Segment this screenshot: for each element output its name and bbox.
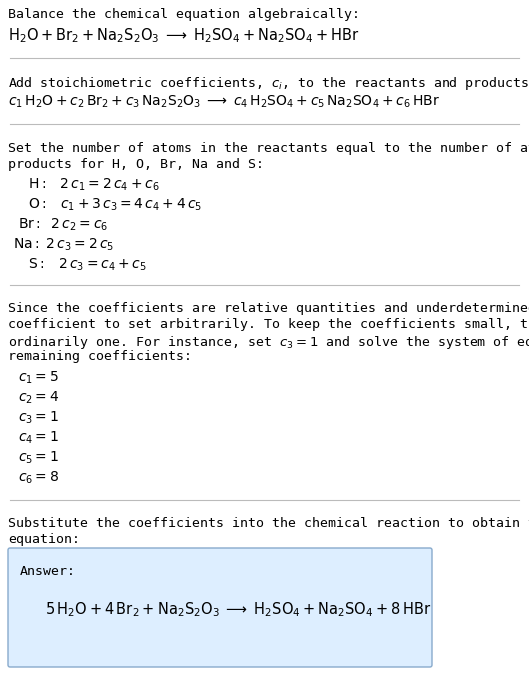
Text: $c_2 = 4$: $c_2 = 4$ <box>18 390 59 407</box>
Text: $\mathrm{O}\mathrm{:}\;\;\; c_1 + 3\,c_3 = 4\,c_4 + 4\,c_5$: $\mathrm{O}\mathrm{:}\;\;\; c_1 + 3\,c_3… <box>28 197 202 214</box>
Text: coefficient to set arbitrarily. To keep the coefficients small, the arbitrary va: coefficient to set arbitrarily. To keep … <box>8 318 529 331</box>
Text: $\mathrm{H_2O + Br_2 + Na_2S_2O_3 \;\longrightarrow\; H_2SO_4 + Na_2SO_4 + HBr}$: $\mathrm{H_2O + Br_2 + Na_2S_2O_3 \;\lon… <box>8 26 359 45</box>
Text: $c_5 = 1$: $c_5 = 1$ <box>18 450 59 466</box>
Text: $\mathrm{Br}\mathrm{:}\;\; 2\,c_2 = c_6$: $\mathrm{Br}\mathrm{:}\;\; 2\,c_2 = c_6$ <box>18 217 108 234</box>
Text: Set the number of atoms in the reactants equal to the number of atoms in the: Set the number of atoms in the reactants… <box>8 142 529 155</box>
Text: Answer:: Answer: <box>20 565 76 578</box>
Text: $c_6 = 8$: $c_6 = 8$ <box>18 470 59 486</box>
Text: $c_3 = 1$: $c_3 = 1$ <box>18 410 59 427</box>
Text: remaining coefficients:: remaining coefficients: <box>8 350 192 363</box>
Text: $c_1 = 5$: $c_1 = 5$ <box>18 370 59 386</box>
Text: ordinarily one. For instance, set $c_3 = 1$ and solve the system of equations fo: ordinarily one. For instance, set $c_3 =… <box>8 334 529 351</box>
FancyBboxPatch shape <box>8 548 432 667</box>
Text: $\mathrm{S}\mathrm{:}\;\;\; 2\,c_3 = c_4 + c_5$: $\mathrm{S}\mathrm{:}\;\;\; 2\,c_3 = c_4… <box>28 257 147 273</box>
Text: equation:: equation: <box>8 533 80 546</box>
Text: $c_1\,\mathrm{H_2O} + c_2\,\mathrm{Br_2} + c_3\,\mathrm{Na_2S_2O_3} \;\longright: $c_1\,\mathrm{H_2O} + c_2\,\mathrm{Br_2}… <box>8 94 440 111</box>
Text: Add stoichiometric coefficients, $c_i$, to the reactants and products:: Add stoichiometric coefficients, $c_i$, … <box>8 75 529 92</box>
Text: $\mathrm{H}\mathrm{:}\;\;\; 2\,c_1 = 2\,c_4 + c_6$: $\mathrm{H}\mathrm{:}\;\;\; 2\,c_1 = 2\,… <box>28 177 160 194</box>
Text: products for H, O, Br, Na and S:: products for H, O, Br, Na and S: <box>8 158 264 171</box>
Text: $5\,\mathrm{H_2O} + 4\,\mathrm{Br_2} + \mathrm{Na_2S_2O_3} \;\longrightarrow\; \: $5\,\mathrm{H_2O} + 4\,\mathrm{Br_2} + \… <box>45 600 432 619</box>
Text: Since the coefficients are relative quantities and underdetermined, choose a: Since the coefficients are relative quan… <box>8 302 529 315</box>
Text: Balance the chemical equation algebraically:: Balance the chemical equation algebraica… <box>8 8 360 21</box>
Text: $c_4 = 1$: $c_4 = 1$ <box>18 430 59 447</box>
Text: $\mathrm{Na}\mathrm{:}\; 2\,c_3 = 2\,c_5$: $\mathrm{Na}\mathrm{:}\; 2\,c_3 = 2\,c_5… <box>13 237 114 254</box>
Text: Substitute the coefficients into the chemical reaction to obtain the balanced: Substitute the coefficients into the che… <box>8 517 529 530</box>
